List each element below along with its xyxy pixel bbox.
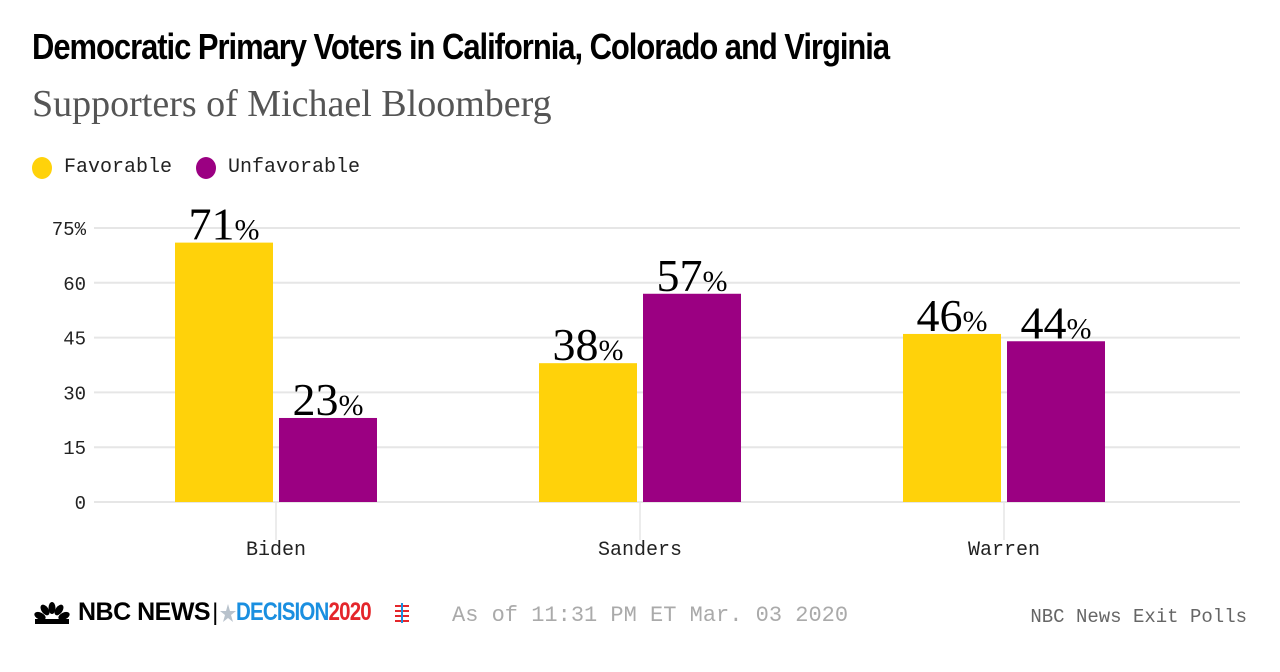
bar-biden-favorable [175,242,273,502]
nbc-news-logo: NBC NEWS | DECISION2020 [32,598,409,627]
y-axis: 0 15 30 45 60 75% [52,219,87,515]
legend-swatch-unfavorable [196,156,217,179]
nbc-peacock-icon [34,601,70,624]
decision-2020-wordmark: DECISION2020 [236,598,372,627]
bar-warren-favorable [903,333,1001,502]
bar-warren-unfavorable [1007,341,1105,502]
chart-subtitle: Supporters of Michael Bloomberg [32,83,552,125]
y-tick-label: 75% [52,219,87,241]
x-axis: Biden Sanders Warren [246,502,1040,562]
nbc-news-wordmark: NBC NEWS [78,598,211,626]
y-tick-label: 15 [63,438,86,460]
decision-word: DECISION [236,598,329,626]
y-tick-label: 60 [63,274,86,296]
y-tick-label: 30 [63,383,86,405]
x-tick-label: Warren [968,539,1040,562]
bar-biden-unfavorable [279,417,377,502]
decision-year: 2020 [328,598,372,626]
data-label: 38% [553,319,624,370]
y-tick-label: 45 [63,329,86,351]
legend-item-unfavorable: Unfavorable [196,156,360,179]
data-label: 23% [293,374,364,425]
bars [175,242,1105,502]
source-credit: NBC News Exit Polls [1030,606,1247,628]
logo-separator: | [212,598,219,626]
data-label: 57% [657,250,728,301]
timestamp: As of 11:31 PM ET Mar. 03 2020 [452,603,849,628]
legend-swatch-favorable [32,156,52,179]
flag-stripes-icon [394,602,409,623]
legend-item-favorable: Favorable [32,156,172,179]
star-icon [220,603,237,622]
legend-label-unfavorable: Unfavorable [228,156,361,179]
bar-sanders-unfavorable [643,293,741,502]
legend-label-favorable: Favorable [64,156,173,179]
data-label: 71% [189,199,260,250]
y-tick-label: 0 [75,493,86,515]
x-tick-label: Biden [246,539,306,562]
data-label: 46% [917,290,988,341]
data-labels: 71% 23% 38% 57% 46% 44% [189,199,1092,425]
bar-sanders-favorable [539,363,637,502]
chart-title: Democratic Primary Voters in California,… [32,26,890,67]
data-label: 44% [1021,297,1092,348]
legend: Favorable Unfavorable [32,156,384,179]
x-tick-label: Sanders [598,539,682,562]
